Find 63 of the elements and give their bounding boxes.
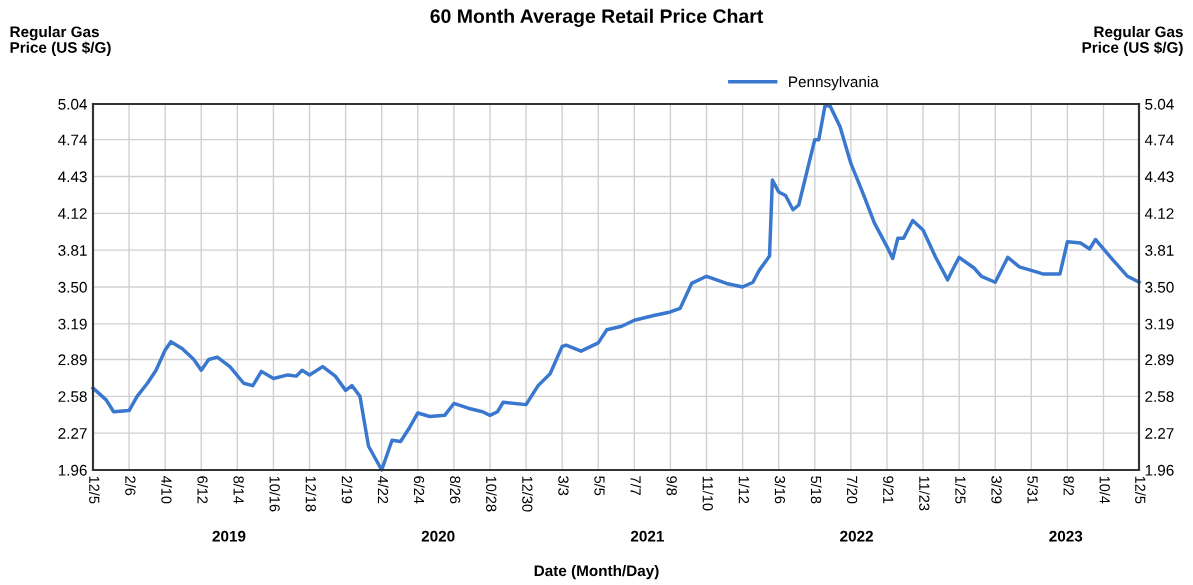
x-tick-label: 5/5 [594,476,606,496]
x-tick-label: 1/25 [955,476,966,504]
y-tick-label: 3.81 [58,245,87,256]
x-tick-label: 8/26 [449,476,461,504]
y-tick-label: 2.89 [58,354,87,366]
x-tick-label: 3/16 [774,476,786,504]
y2-tick-label: 3.19 [1145,318,1174,330]
x-axis-title: Date (Month/Day) [534,564,659,580]
y-tick-label: 2.27 [58,428,87,439]
y2-tick-label: 4.74 [1144,134,1174,146]
text: 2022 [840,530,873,542]
y-tick-label: 4.43 [58,171,87,183]
text: 2021 [630,530,664,542]
y-tick-label: 5.04 [58,98,87,110]
x-tick-label: 7/20 [846,476,858,504]
line-series [91,103,1141,472]
text: 2019 [212,530,246,542]
y2-tick-label: 2.89 [1145,354,1174,366]
y2-tick-label: 2.27 [1145,428,1174,439]
x-tick-label: 10/28 [486,476,497,512]
x-tick-label: 4/10 [161,475,172,504]
x-tick-label: 6/24 [413,476,425,504]
x-tick-label: 9/21 [883,476,894,504]
chart-title: 60 Month Average Retail Price Chart [430,8,764,27]
x-tick-label: 2/6 [125,476,136,496]
y-tick-label: 2.58 [58,391,87,403]
y-tick-label: 3.19 [58,318,87,330]
y2-tick-label: 5.04 [1145,98,1174,110]
x-tick-label: 12/5 [89,476,100,504]
x-tick-label: 12/5 [1135,476,1146,504]
y-tick-label: 1.96 [58,464,87,476]
x-tick-label: 7/7 [630,476,642,496]
x-tick-label: 5/18 [810,476,822,504]
y2-tick-label: 3.50 [1145,281,1174,293]
x-tick-label: 8/14 [233,476,245,504]
x-tick-label: 11/23 [919,476,930,511]
x-tick-label: 8/2 [1063,476,1075,496]
text: 2023 [1049,530,1083,542]
legend-label: Pennsylvania [789,76,879,91]
x-tick-label: 12/30 [522,476,533,512]
x-tick-label: 4/22 [377,475,389,504]
x-tick-label: 10/4 [1099,476,1111,504]
y2-tick-label: 4.12 [1144,208,1174,219]
y2-tick-label: 3.81 [1145,245,1174,256]
x-tick-label: 3/3 [558,476,569,496]
y-tick-label: 3.50 [58,281,87,293]
y-tick-label: 4.74 [58,134,87,146]
text: 2020 [421,530,455,542]
y2-tick-label: 4.43 [1144,171,1174,183]
x-tick-label: 1/12 [738,476,750,504]
y-axis-title: Regular Gas Price (US $/G) [10,25,111,56]
x-tick-label: 3/29 [991,476,1003,504]
y2-tick-label: 1.96 [1145,464,1174,476]
x-tick-label: 6/12 [197,476,209,504]
x-tick-label: 12/18 [305,476,317,512]
x-tick-label: 5/31 [1027,476,1039,504]
y2-axis-title: Regular Gas Price (US $/G) [1082,25,1183,56]
x-tick-label: 9/8 [666,476,678,496]
y-tick-label: 4.12 [58,208,87,219]
y2-tick-label: 2.58 [1145,391,1174,403]
x-tick-label: 10/16 [269,476,281,512]
x-tick-label: 2/19 [341,476,353,504]
x-tick-label: 11/10 [702,476,714,511]
